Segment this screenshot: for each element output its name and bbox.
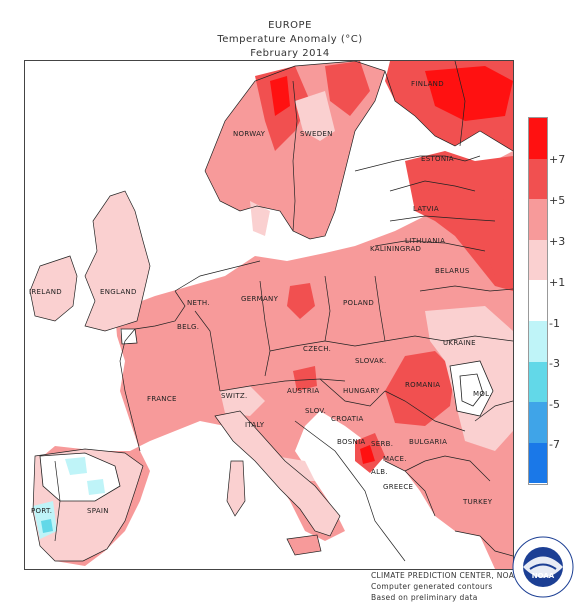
label-slov: SLOV.	[305, 407, 326, 415]
label-bulgaria: BULGARIA	[409, 438, 447, 446]
anomaly-minus3-spain-2	[87, 479, 105, 495]
sicily-land	[287, 535, 321, 555]
legend-tick-minus3: -3	[549, 357, 560, 370]
legend-swatch-minus5	[529, 402, 547, 443]
map-subtitle: Temperature Anomaly (°C)	[217, 34, 363, 45]
sardinia-land	[227, 461, 245, 516]
label-slovak: SLOVAK.	[355, 357, 387, 365]
anomaly-contours	[39, 328, 494, 502]
label-romania: ROMANIA	[405, 381, 440, 389]
anomaly-plus1-scandinavia-south	[250, 201, 270, 236]
legend-tick-plus5: +5	[549, 194, 566, 207]
label-hungary: HUNGARY	[343, 387, 380, 395]
label-italy: ITALY	[245, 421, 265, 429]
legend-tick-minus7: -7	[549, 438, 560, 451]
map-period: February 2014	[250, 48, 330, 59]
legend-swatch-minus1	[529, 321, 547, 362]
noaa-logo: NOAA	[512, 536, 574, 598]
anomaly-minus5-portugal	[41, 519, 53, 533]
anomaly-plus5-east-ukraine	[480, 196, 513, 281]
legend-tick-minus1: -1	[549, 317, 560, 330]
legend-swatch-plus5	[529, 158, 547, 200]
anomaly-plus7-balkan	[360, 445, 375, 464]
label-belarus: BELARUS	[435, 267, 470, 275]
label-greece: GREECE	[383, 483, 413, 491]
anomaly-plus1-south-italy	[275, 456, 315, 481]
ireland-land	[30, 256, 77, 321]
label-austria: AUSTRIA	[287, 387, 319, 395]
continent-land	[35, 151, 513, 569]
anomaly-plus5-northern-sweden	[325, 61, 370, 116]
legend-tick-minus5: -5	[549, 398, 560, 411]
label-estonia: ESTONIA	[421, 155, 454, 163]
color-legend	[528, 117, 548, 485]
label-port: PORT.	[31, 507, 52, 515]
anomaly-map: FINLAND NORWAY SWEDEN ESTONIA LATVIA LIT…	[24, 60, 514, 570]
anomaly-plus5-germany	[287, 283, 315, 319]
anomaly-minus3-spain-1	[65, 457, 87, 475]
label-ukraine: UKRAINE	[443, 339, 476, 347]
anomaly-plus5-romania	[385, 351, 455, 426]
anomaly-plus5-austria	[293, 366, 317, 391]
label-germany: GERMANY	[241, 295, 279, 303]
label-belg: BELG.	[177, 323, 199, 331]
legend-swatch-plus7	[529, 118, 547, 159]
label-bosnia: BOSNIA	[337, 438, 366, 446]
anomaly-plus7-norway	[270, 76, 290, 116]
map-region-title: EUROPE	[268, 20, 312, 31]
label-serb: SERB.	[371, 440, 393, 448]
label-england: ENGLAND	[100, 288, 137, 296]
country-outlines	[29, 61, 513, 562]
anomaly-plus7-finland	[425, 66, 513, 121]
credit-line-cpc: CLIMATE PREDICTION CENTER, NOAA	[371, 571, 520, 580]
label-mace: MACE.	[383, 455, 407, 463]
legend-tick-plus7: +7	[549, 153, 566, 166]
label-spain: SPAIN	[87, 507, 109, 515]
label-turkey: TURKEY	[462, 498, 493, 506]
legend-swatch-zero	[529, 280, 547, 321]
anomaly-plus1-alps	[220, 386, 265, 416]
anomaly-map-svg: FINLAND NORWAY SWEDEN ESTONIA LATVIA LIT…	[25, 61, 513, 569]
britain-land	[85, 191, 150, 331]
anomaly-plus5-baltic-south	[435, 166, 470, 211]
legend-tick-plus3: +3	[549, 235, 566, 248]
legend-swatch-plus3	[529, 199, 547, 240]
anomaly-minus1-moldova	[450, 361, 493, 416]
label-ireland: IRELAND	[29, 288, 62, 296]
label-kaliningrad: KALININGRAD	[370, 245, 421, 253]
credit-line-contours: Computer generated contours	[371, 582, 493, 591]
label-poland: POLAND	[343, 299, 374, 307]
label-neth: NETH.	[187, 299, 210, 307]
label-france: FRANCE	[147, 395, 177, 403]
anomaly-plus5-baltics	[405, 151, 513, 291]
label-sweden: SWEDEN	[300, 130, 333, 138]
credit-line-preliminary: Based on preliminary data	[371, 593, 478, 602]
legend-swatch-minus3	[529, 361, 547, 403]
country-labels: FINLAND NORWAY SWEDEN ESTONIA LATVIA LIT…	[29, 80, 493, 515]
label-czech: CZECH.	[303, 345, 331, 353]
noaa-logo-text: NOAA	[532, 572, 555, 580]
label-finland: FINLAND	[411, 80, 444, 88]
anomaly-plus1-sweden	[295, 91, 335, 141]
label-norway: NORWAY	[233, 130, 266, 138]
label-switz: SWITZ.	[221, 392, 248, 400]
legend-swatch-plus1	[529, 239, 547, 281]
label-alb: ALB.	[371, 468, 388, 476]
label-moldova: MOL.	[473, 390, 492, 398]
label-croatia: CROATIA	[331, 415, 364, 423]
legend-swatch-minus7	[529, 442, 547, 484]
legend-tick-plus1: +1	[549, 276, 566, 289]
label-lithuania: LITHUANIA	[405, 237, 445, 245]
label-latvia: LATVIA	[413, 205, 439, 213]
italy-land	[215, 411, 340, 536]
